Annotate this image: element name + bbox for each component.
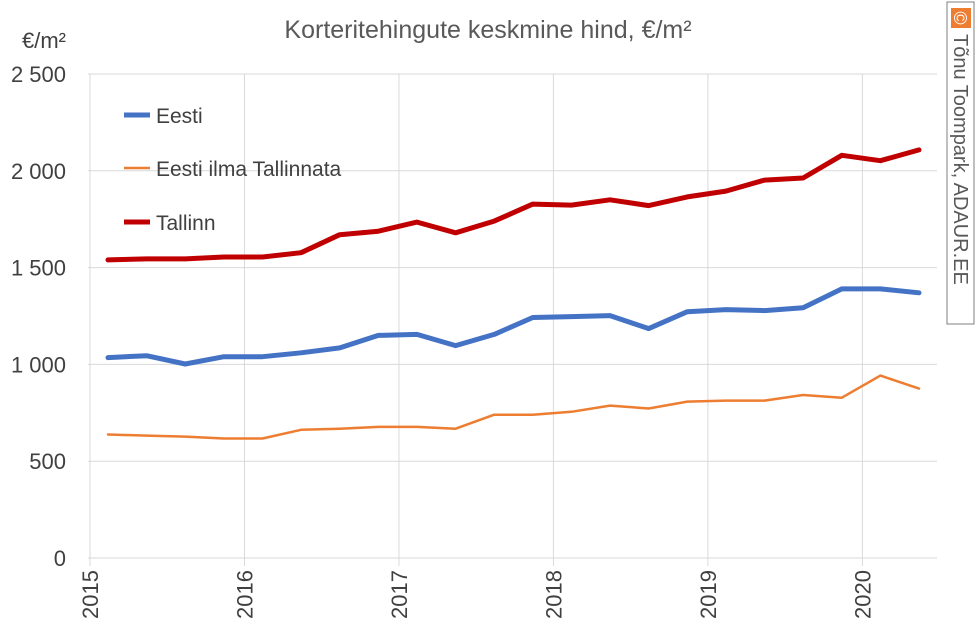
chart-title: Korteritehingute keskmine hind, €/m² [284, 16, 691, 44]
y-tick-label: 1 500 [11, 256, 66, 281]
copyright-icon [951, 8, 971, 28]
x-tick-label: 2017 [387, 570, 412, 619]
y-tick-label: 500 [29, 449, 66, 474]
legend-label: Tallinn [156, 212, 216, 235]
series-lines [105, 147, 922, 440]
series-line-tallinn [105, 147, 922, 263]
copyright-symbol: © [950, 11, 970, 24]
gridlines [88, 73, 937, 566]
series-line-eesti [105, 286, 922, 367]
y-tick-label: 0 [54, 546, 66, 571]
legend-label: Eesti [156, 105, 203, 128]
x-tick-label: 2018 [541, 570, 566, 619]
legend-label: Eesti ilma Tallinnata [156, 158, 342, 181]
credit-box [946, 1, 975, 325]
x-axis-ticks: 2015 2016 2017 2018 2019 2020 [78, 570, 875, 619]
series-line-eesti-ilma-tallinnata [106, 374, 921, 440]
y-axis-unit: €/m² [22, 28, 66, 53]
y-axis-ticks: 0 500 1 000 1 500 2 000 2 500 [11, 62, 66, 571]
x-tick-label: 2020 [850, 570, 875, 619]
y-tick-label: 1 000 [11, 352, 66, 377]
y-tick-label: 2 500 [11, 62, 66, 87]
x-tick-label: 2016 [232, 570, 257, 619]
y-tick-label: 2 000 [11, 159, 66, 184]
x-tick-label: 2015 [78, 570, 103, 619]
credit-badge: © Tõnu Toompark, ADAUR.EE [946, 1, 975, 325]
credit-text: Tõnu Toompark, ADAUR.EE [949, 34, 971, 285]
x-tick-label: 2019 [696, 570, 721, 619]
legend: Eesti Eesti ilma Tallinnata Tallinn [124, 105, 342, 235]
